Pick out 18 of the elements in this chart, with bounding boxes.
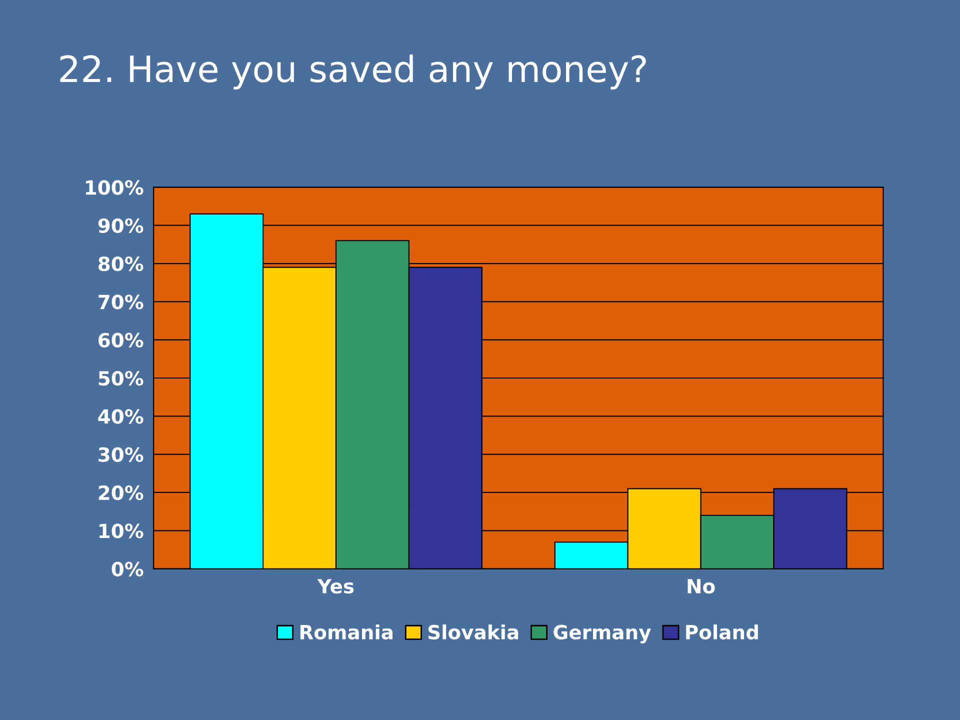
y-tick-label: 0% [112, 562, 144, 576]
legend-label: Germany [554, 624, 651, 644]
y-tick-label: 90% [98, 218, 144, 234]
y-tick-label: 60% [98, 332, 144, 348]
y-tick-label: 10% [100, 524, 144, 538]
y-tick-label: 20% [98, 485, 144, 500]
legend-label: Romania [300, 624, 392, 640]
x-tick-label: No [688, 579, 715, 594]
y-tick-label: 40% [98, 409, 144, 424]
chart-title: 22. Have you saved any money? [60, 54, 646, 90]
legend-label: Slovakia [428, 624, 518, 640]
y-tick-label: 70% [98, 294, 144, 310]
y-tick-label: 100% [86, 180, 144, 195]
y-tick-label: 80% [98, 256, 144, 272]
y-tick-label: 30% [98, 447, 144, 462]
legend-label: Poland [686, 624, 758, 640]
x-tick-label: Yes [317, 579, 354, 594]
y-tick-label: 50% [98, 370, 144, 386]
